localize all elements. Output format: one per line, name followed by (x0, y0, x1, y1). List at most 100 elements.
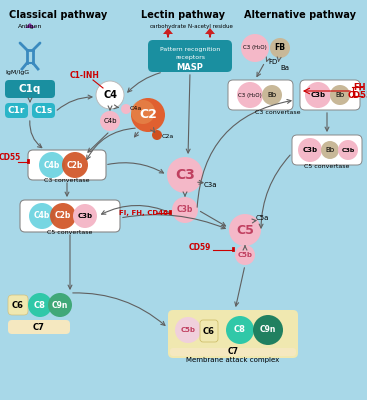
Circle shape (175, 317, 201, 343)
Text: C3b: C3b (341, 148, 355, 152)
Circle shape (48, 293, 72, 317)
Text: C4b: C4b (34, 212, 50, 220)
Text: C3 (H₂O): C3 (H₂O) (238, 92, 262, 98)
Text: C5b: C5b (237, 252, 252, 258)
Text: C3b: C3b (310, 92, 326, 98)
Text: C8: C8 (34, 300, 46, 310)
Text: C6: C6 (12, 300, 24, 310)
Text: CD55: CD55 (0, 154, 21, 162)
Circle shape (39, 152, 65, 178)
FancyBboxPatch shape (228, 80, 293, 110)
Text: C5a: C5a (255, 215, 269, 221)
Circle shape (121, 104, 131, 114)
Text: C1s: C1s (34, 106, 52, 115)
Circle shape (321, 141, 339, 159)
Text: C2b: C2b (67, 160, 83, 170)
Text: C3b: C3b (77, 213, 92, 219)
Text: C5 convertase: C5 convertase (304, 164, 350, 168)
Text: C1r: C1r (8, 106, 25, 115)
Text: C4a: C4a (130, 106, 142, 112)
Text: Lectin pathway: Lectin pathway (141, 10, 225, 20)
Circle shape (62, 152, 88, 178)
Circle shape (29, 203, 55, 229)
Text: C2b: C2b (55, 212, 71, 220)
Circle shape (131, 100, 155, 124)
Text: C4b: C4b (44, 160, 60, 170)
Text: Classical pathway: Classical pathway (9, 10, 107, 20)
Circle shape (305, 82, 331, 108)
Text: receptors: receptors (175, 56, 205, 60)
Text: IgM/IgG: IgM/IgG (5, 70, 29, 75)
Circle shape (50, 203, 76, 229)
Text: C5b: C5b (181, 327, 196, 333)
Text: C9n: C9n (52, 300, 68, 310)
Text: C3: C3 (175, 168, 195, 182)
Circle shape (330, 85, 350, 105)
Text: C5: C5 (236, 224, 254, 236)
Text: Antigen: Antigen (18, 24, 42, 29)
Text: N-acetyl residue: N-acetyl residue (188, 24, 232, 29)
Text: C7: C7 (33, 322, 45, 332)
Text: C3b: C3b (302, 147, 317, 153)
Text: FI, FH, CD46: FI, FH, CD46 (119, 210, 167, 216)
Circle shape (298, 138, 322, 162)
FancyBboxPatch shape (148, 40, 232, 72)
Circle shape (235, 245, 255, 265)
Text: CD59: CD59 (189, 244, 211, 252)
Text: Pattern recognition: Pattern recognition (160, 48, 220, 52)
FancyBboxPatch shape (292, 135, 362, 165)
FancyBboxPatch shape (8, 320, 70, 334)
Text: C2: C2 (139, 108, 157, 122)
Circle shape (73, 204, 97, 228)
FancyBboxPatch shape (300, 80, 360, 110)
FancyBboxPatch shape (168, 310, 298, 358)
Circle shape (100, 111, 120, 131)
Text: C1q: C1q (19, 84, 41, 94)
Text: FH: FH (354, 82, 366, 92)
Circle shape (237, 82, 263, 108)
Circle shape (226, 316, 254, 344)
Circle shape (270, 38, 290, 58)
Text: C8: C8 (234, 326, 246, 334)
Text: Bb: Bb (268, 92, 277, 98)
Polygon shape (205, 28, 215, 34)
Circle shape (152, 130, 162, 140)
Text: Alternative pathway: Alternative pathway (244, 10, 356, 20)
Text: FD: FD (268, 59, 277, 65)
Text: C2a: C2a (162, 134, 174, 138)
Text: Bb: Bb (335, 92, 345, 98)
Text: C7: C7 (228, 348, 239, 356)
FancyBboxPatch shape (200, 320, 218, 342)
Text: C4: C4 (103, 90, 117, 100)
Circle shape (241, 34, 269, 62)
Text: Membrane attack complex: Membrane attack complex (186, 357, 280, 363)
Text: C9n: C9n (260, 326, 276, 334)
Text: C4b: C4b (103, 118, 117, 124)
Circle shape (96, 81, 124, 109)
Circle shape (253, 315, 283, 345)
Circle shape (338, 140, 358, 160)
Circle shape (167, 157, 203, 193)
FancyBboxPatch shape (20, 200, 120, 232)
FancyBboxPatch shape (8, 295, 28, 315)
FancyBboxPatch shape (5, 80, 55, 98)
Circle shape (262, 85, 282, 105)
Polygon shape (25, 23, 35, 28)
Text: C3 (H₂O): C3 (H₂O) (243, 46, 267, 50)
FancyBboxPatch shape (32, 103, 55, 118)
Text: CD55: CD55 (348, 92, 367, 100)
Circle shape (172, 197, 198, 223)
Text: C5 convertase: C5 convertase (47, 230, 93, 236)
Text: MASP: MASP (177, 62, 203, 72)
Text: C1-INH: C1-INH (70, 70, 100, 80)
Text: C3 convertase: C3 convertase (44, 178, 90, 184)
FancyBboxPatch shape (28, 150, 106, 180)
FancyBboxPatch shape (5, 103, 28, 118)
FancyBboxPatch shape (170, 348, 296, 356)
Text: FB: FB (275, 44, 286, 52)
Text: Bb: Bb (326, 147, 335, 153)
Text: C3b: C3b (177, 206, 193, 214)
Circle shape (229, 214, 261, 246)
Circle shape (131, 98, 165, 132)
Circle shape (28, 293, 52, 317)
